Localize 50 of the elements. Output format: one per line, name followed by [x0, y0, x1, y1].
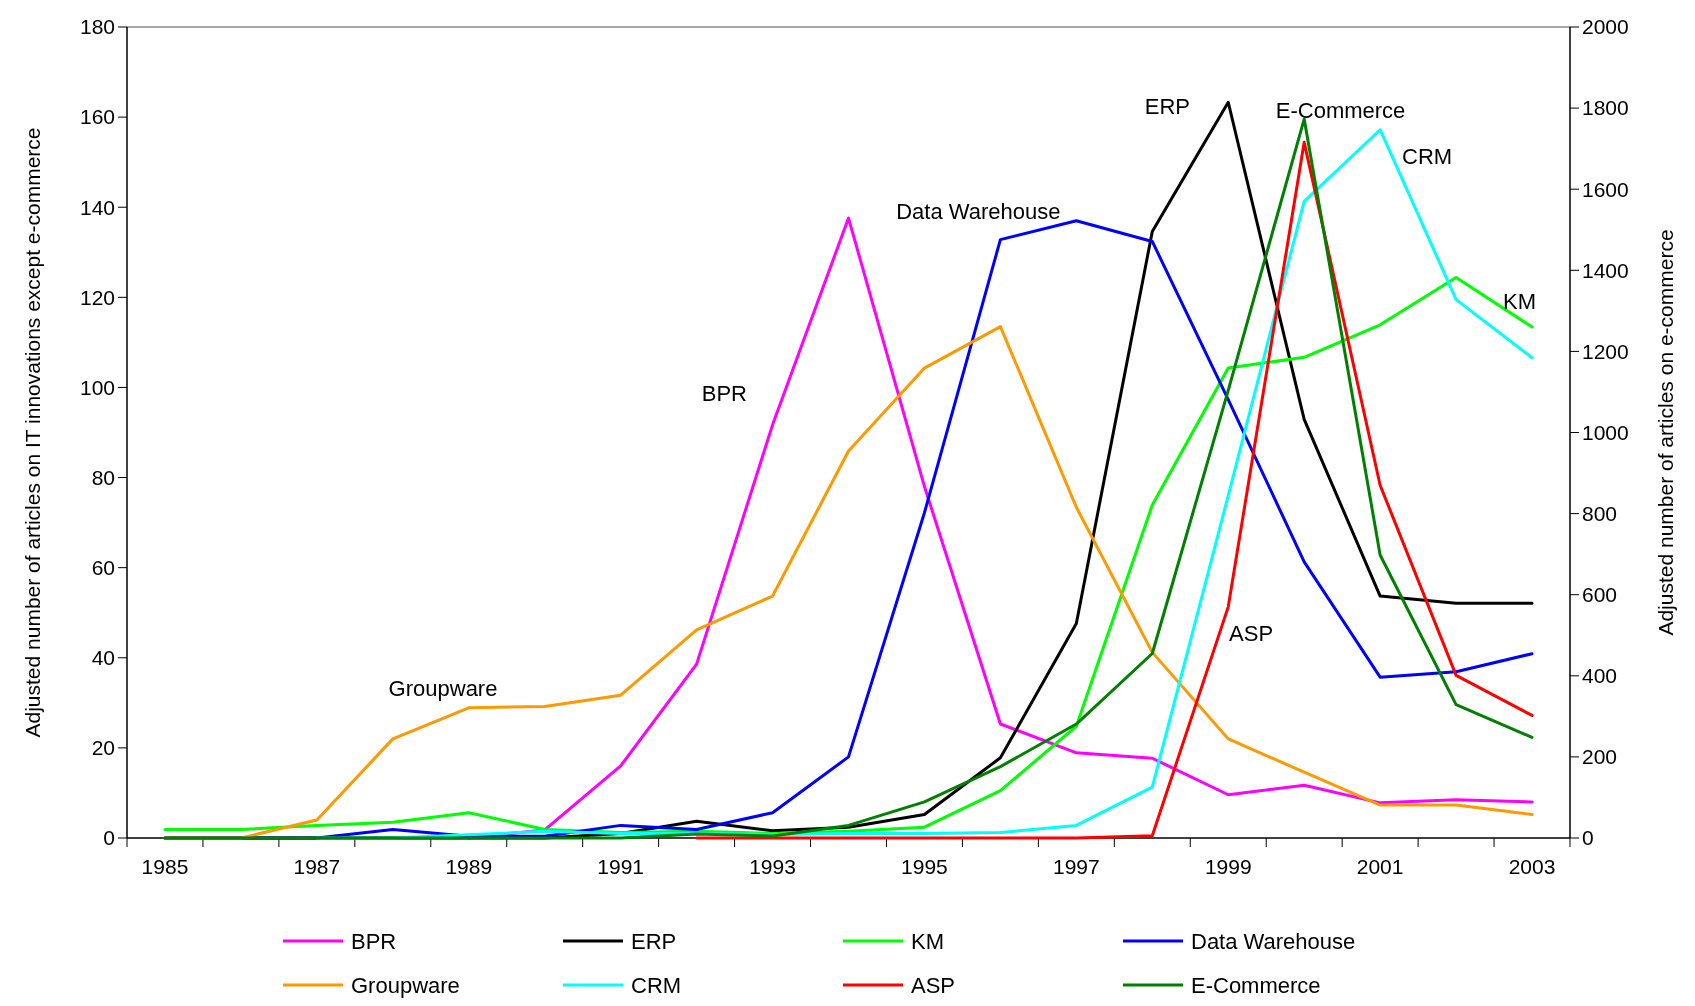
- y2-tick-label: 1400: [1582, 258, 1629, 282]
- annotation: E-Commerce: [1275, 98, 1406, 124]
- legend-label: ASP: [911, 972, 956, 998]
- annotation: ASP: [1229, 620, 1274, 646]
- x-tick-label: 1991: [597, 855, 645, 878]
- y-tick-label: 100: [79, 375, 115, 399]
- y2-tick-label: 0: [1582, 826, 1594, 850]
- annotation: CRM: [1402, 144, 1453, 170]
- y-tick-label: 40: [91, 646, 115, 670]
- y2-tick-label: 2000: [1582, 15, 1629, 39]
- x-tick-label: 2003: [1508, 855, 1556, 878]
- y-tick-label: 20: [91, 736, 115, 760]
- legend-label: Data Warehouse: [1191, 928, 1356, 954]
- legend-label: ERP: [631, 928, 677, 954]
- y2-tick-label: 200: [1582, 745, 1618, 769]
- legend-label: KM: [911, 928, 944, 954]
- y-tick-label: 140: [79, 195, 115, 219]
- y2-tick-label: 1800: [1582, 96, 1629, 120]
- legend-label: BPR: [351, 928, 397, 954]
- x-tick-label: 2001: [1356, 855, 1404, 878]
- x-tick-label: 1999: [1204, 855, 1252, 878]
- line-series: [695, 140, 1534, 840]
- annotation: ERP: [1144, 94, 1191, 120]
- y-axis-title: Adjusted number of articles on IT innovations except e-commerce: [21, 127, 44, 738]
- y2-tick-label: 600: [1582, 583, 1618, 607]
- legend-label: E-Commerce: [1191, 972, 1321, 998]
- legend-label: Groupware: [351, 972, 460, 998]
- y2-tick-label: 800: [1582, 501, 1618, 525]
- x-tick-label: 1985: [141, 855, 189, 878]
- annotation: Data Warehouse: [896, 198, 1061, 224]
- y-tick-label: 120: [79, 285, 115, 309]
- annotation: KM: [1502, 288, 1536, 314]
- y-tick-label: 0: [103, 826, 115, 850]
- x-tick-label: 1993: [749, 855, 796, 878]
- y-tick-label: 60: [91, 556, 115, 580]
- y2-tick-label: 1000: [1582, 420, 1629, 444]
- annotation: BPR: [701, 381, 748, 407]
- y-tick-label: 180: [79, 15, 115, 39]
- x-tick-label: 1987: [293, 855, 341, 878]
- y-tick-label: 160: [79, 105, 115, 129]
- x-tick-label: 1997: [1052, 855, 1100, 878]
- legend-label: CRM: [631, 972, 682, 998]
- x-tick-label: 1989: [445, 855, 493, 878]
- y-tick-label: 80: [91, 465, 115, 489]
- y2-tick-label: 1200: [1582, 339, 1629, 363]
- x-tick-label: 1995: [901, 855, 948, 878]
- y2-tick-label: 1600: [1582, 177, 1629, 201]
- annotation: Groupware: [388, 676, 498, 702]
- y2-tick-label: 400: [1582, 664, 1618, 688]
- y2-axis-title: Adjusted number of articles on e-commerce: [1654, 229, 1677, 636]
